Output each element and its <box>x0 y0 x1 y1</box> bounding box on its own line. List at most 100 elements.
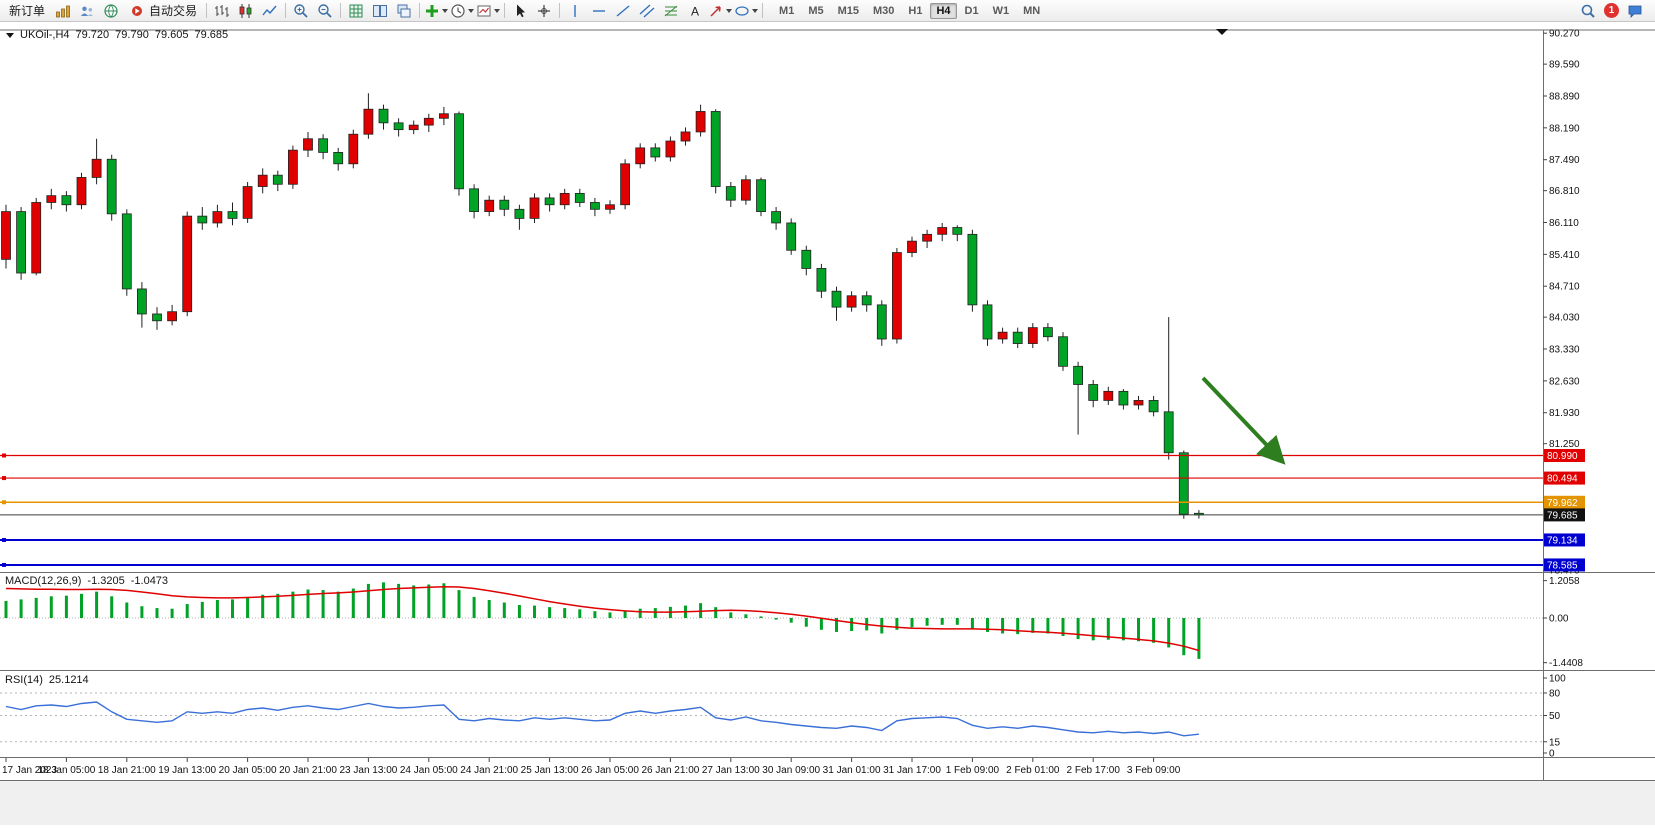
navigator-icon[interactable] <box>75 0 99 22</box>
price-line-object[interactable] <box>0 500 1543 505</box>
period-dropdown[interactable] <box>449 0 475 22</box>
price-axis-label: 82.630 <box>1549 376 1580 387</box>
macd-histogram-bar <box>427 584 431 618</box>
templates-dropdown[interactable] <box>475 0 501 22</box>
macd-histogram-bar <box>789 618 793 623</box>
line-handle[interactable] <box>2 476 6 481</box>
price-tag-label: 79.685 <box>1547 510 1578 521</box>
macd-histogram-bar <box>744 614 748 618</box>
timeframe-M30[interactable]: M30 <box>873 4 895 17</box>
price-line-object[interactable] <box>0 562 1543 567</box>
macd-histogram-bar <box>366 583 370 618</box>
time-axis-label: 26 Jan 21:00 <box>641 765 699 776</box>
candle <box>816 263 827 299</box>
fibonacci-icon[interactable] <box>659 0 683 22</box>
new-order-button[interactable]: 新订单 <box>3 0 51 22</box>
market-watch-icon[interactable] <box>51 0 75 22</box>
candle <box>1043 323 1053 342</box>
timeframe-D1[interactable]: D1 <box>964 4 979 17</box>
candle <box>725 181 736 208</box>
ohlc-low: 79.605 <box>154 29 189 41</box>
annotation-arrow[interactable] <box>1201 376 1286 465</box>
rsi-scale-label: 100 <box>1549 674 1566 685</box>
timeframe-M1[interactable]: M1 <box>779 4 795 17</box>
search-icon[interactable] <box>1576 0 1600 22</box>
terminal-icon[interactable] <box>99 0 123 22</box>
candle <box>1088 379 1099 408</box>
tile-windows-icon[interactable] <box>368 0 392 22</box>
price-line-object[interactable] <box>0 476 1543 481</box>
candle <box>136 282 147 328</box>
macd-histogram-bar <box>170 608 174 618</box>
line-chart-icon[interactable] <box>258 0 282 22</box>
candle <box>393 118 404 137</box>
timeframe-MN[interactable]: MN <box>1023 4 1041 17</box>
time-axis-label: 24 Jan 05:00 <box>400 765 458 776</box>
price-line-object[interactable] <box>0 453 1543 458</box>
rsi-indicator-label: RSI(14) 25.1214 <box>5 674 89 686</box>
zoom-out-icon[interactable] <box>313 0 337 22</box>
text-tool-icon[interactable]: A <box>683 0 707 22</box>
shapes-dropdown[interactable] <box>733 0 759 22</box>
candlestick-chart-icon[interactable] <box>234 0 258 22</box>
candle <box>635 143 646 169</box>
candle <box>605 200 615 214</box>
candle <box>907 236 917 258</box>
time-axis-label: 20 Jan 05:00 <box>219 765 277 776</box>
candle <box>16 207 27 280</box>
zoom-in-icon[interactable] <box>289 0 313 22</box>
candle <box>529 193 540 223</box>
crosshair-icon[interactable] <box>532 0 556 22</box>
price-axis[interactable]: 90.270 89.590 88.890 88.190 87.490 86.810 86.1… <box>1543 29 1585 760</box>
candle <box>756 177 766 217</box>
new-chart-dropdown[interactable] <box>423 0 449 22</box>
candle <box>484 195 495 217</box>
candle <box>333 147 344 171</box>
line-handle[interactable] <box>2 453 6 458</box>
timeframe-H1[interactable]: H1 <box>908 4 923 17</box>
timeframe-H4[interactable]: H4 <box>930 2 957 19</box>
line-handle[interactable] <box>2 500 6 505</box>
toolbar-right-group: 1 <box>1576 0 1652 22</box>
chart-shift-marker[interactable] <box>1216 29 1228 35</box>
macd-histogram-bar <box>382 582 385 618</box>
macd-histogram-bar <box>185 604 189 618</box>
macd-histogram-bar <box>1152 618 1156 643</box>
vertical-line-icon[interactable] <box>563 0 587 22</box>
macd-histogram-bar <box>200 601 204 618</box>
cascade-windows-icon[interactable] <box>392 0 416 22</box>
candle <box>408 120 419 135</box>
candle <box>46 188 57 210</box>
grid-icon[interactable] <box>344 0 368 22</box>
horizontal-line-icon[interactable] <box>587 0 611 22</box>
trendline-icon[interactable] <box>611 0 635 22</box>
candle <box>272 170 283 192</box>
arrows-dropdown[interactable] <box>707 0 733 22</box>
macd-histogram-bar <box>774 618 778 620</box>
timeframe-W1[interactable]: W1 <box>992 4 1010 17</box>
candle <box>1148 395 1159 417</box>
macd-histogram-bar <box>412 585 416 618</box>
timeframe-M15[interactable]: M15 <box>837 4 859 17</box>
notification-badge[interactable]: 1 <box>1604 3 1619 18</box>
time-axis-label: 18 Jan 21:00 <box>98 765 156 776</box>
chat-icon[interactable] <box>1623 0 1647 22</box>
chevron-down-icon <box>752 8 759 13</box>
macd-scale-label: -1.4408 <box>1549 658 1583 669</box>
macd-histogram-bar <box>457 590 461 618</box>
candle <box>212 204 223 228</box>
price-axis-label: 86.810 <box>1549 186 1580 197</box>
price-tag-label: 79.134 <box>1547 535 1578 546</box>
chart-expander-icon[interactable] <box>6 32 14 38</box>
timeframe-M5[interactable]: M5 <box>808 4 824 17</box>
macd-histogram-bar <box>95 591 99 618</box>
channel-icon[interactable] <box>635 0 659 22</box>
autotrading-button[interactable]: 自动交易 <box>123 0 203 22</box>
price-line-object[interactable] <box>0 537 1543 542</box>
cursor-icon[interactable] <box>508 0 532 22</box>
line-handle[interactable] <box>2 562 6 567</box>
bar-chart-icon[interactable] <box>210 0 234 22</box>
line-handle[interactable] <box>2 537 6 542</box>
macd-histogram-bar <box>246 596 250 618</box>
